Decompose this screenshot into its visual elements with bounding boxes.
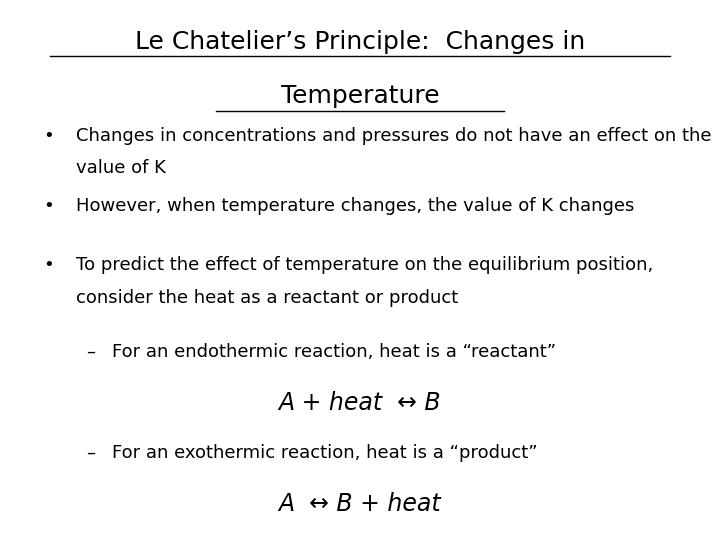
- Text: A + heat  ↔ B: A + heat ↔ B: [279, 392, 441, 415]
- Text: –: –: [86, 343, 95, 361]
- Text: –: –: [86, 444, 95, 462]
- Text: For an endothermic reaction, heat is a “reactant”: For an endothermic reaction, heat is a “…: [112, 343, 556, 361]
- Text: Temperature: Temperature: [281, 84, 439, 107]
- Text: •: •: [43, 127, 54, 145]
- Text: However, when temperature changes, the value of K changes: However, when temperature changes, the v…: [76, 197, 634, 215]
- Text: A  ↔ B + heat: A ↔ B + heat: [279, 492, 441, 516]
- Text: Le Chatelier’s Principle:  Changes in: Le Chatelier’s Principle: Changes in: [135, 30, 585, 53]
- Text: value of K: value of K: [76, 159, 166, 177]
- Text: Changes in concentrations and pressures do not have an effect on the: Changes in concentrations and pressures …: [76, 127, 711, 145]
- Text: •: •: [43, 256, 54, 274]
- Text: For an exothermic reaction, heat is a “product”: For an exothermic reaction, heat is a “p…: [112, 444, 537, 462]
- Text: •: •: [43, 197, 54, 215]
- Text: To predict the effect of temperature on the equilibrium position,: To predict the effect of temperature on …: [76, 256, 653, 274]
- Text: consider the heat as a reactant or product: consider the heat as a reactant or produ…: [76, 289, 458, 307]
